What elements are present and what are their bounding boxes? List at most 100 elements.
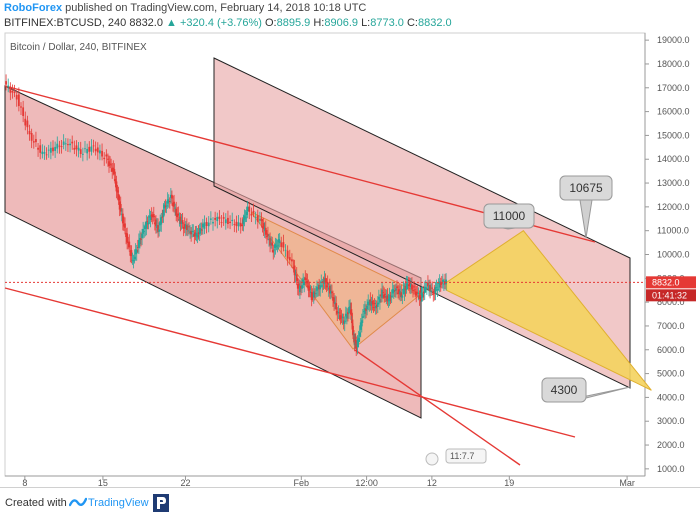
time-tick-label: Feb (294, 478, 310, 487)
candle-body (110, 164, 113, 166)
candle-body (360, 320, 363, 327)
candle-body (199, 229, 202, 231)
price-axis[interactable]: 19000.0 18000.0 17000.0 16000.0 15000.0 14000… (645, 35, 690, 474)
price-tick-label: 3000.0 (657, 416, 685, 426)
candle-body (399, 291, 402, 295)
candle-body (380, 294, 382, 297)
candle-body (24, 118, 27, 126)
candle-body (261, 226, 264, 229)
candle-body (259, 219, 261, 221)
candle-body (344, 313, 347, 317)
author-link[interactable]: RoboForex (4, 2, 63, 14)
candle-body (270, 243, 273, 245)
candle-body (192, 231, 195, 233)
candle-body (157, 225, 159, 232)
candle-body (90, 146, 93, 152)
candle-body (177, 213, 180, 216)
candle-body (111, 168, 114, 172)
candle-body (160, 217, 163, 225)
price-tick-label: 18000.0 (657, 59, 690, 69)
candle-body (328, 285, 331, 294)
candle-body (163, 204, 166, 209)
candle-body (195, 233, 198, 237)
candle-body (364, 308, 366, 314)
candle-body (200, 229, 203, 231)
candle-body (402, 288, 405, 291)
candle-body (149, 215, 152, 220)
candle-body (244, 217, 247, 219)
candle-body (105, 154, 108, 157)
candle-body (189, 231, 191, 233)
candle-body (133, 256, 136, 260)
publish-info: RoboForex published on TradingView.com, … (4, 2, 366, 14)
candle-body (222, 217, 225, 219)
candle-body (407, 284, 410, 287)
candle-body (237, 222, 240, 227)
close-label: C: (406, 17, 418, 29)
price-chart[interactable]: Bitcoin / Dollar, 240, BITFINEX 19000.01… (0, 0, 700, 487)
candle-body (137, 239, 140, 248)
high-label: H: (313, 17, 325, 29)
candle-body (54, 146, 57, 151)
candle-body (260, 218, 263, 222)
candle-body (22, 107, 25, 116)
candle-body (342, 320, 345, 324)
candle-body (437, 283, 440, 284)
candle-body (441, 279, 444, 283)
tradingview-brand-link[interactable]: TradingView (88, 497, 149, 509)
time-tick-label: 12 (427, 478, 437, 487)
candle-body (356, 338, 359, 348)
candle-body (212, 221, 214, 224)
candle-body (147, 222, 150, 225)
candle-body (404, 286, 407, 290)
price-tag (646, 276, 696, 289)
candle-body (417, 293, 420, 294)
candle-body (268, 239, 270, 240)
candle-body (408, 282, 411, 287)
candle-body (420, 292, 423, 295)
price-tag-label: 8832.0 (652, 277, 680, 287)
candle-body (143, 231, 146, 232)
candle-body (386, 295, 389, 302)
price-tick-label: 4000.0 (657, 392, 685, 402)
candle-body (96, 147, 99, 153)
candle-body (242, 219, 245, 225)
candle-body (254, 216, 257, 218)
candle-body (86, 148, 89, 154)
candle-body (383, 294, 386, 298)
callout-label: 10675 (569, 181, 603, 195)
candle-body (214, 217, 217, 220)
candle-body (355, 346, 358, 349)
time-tick-label: 12:00 (355, 478, 378, 487)
high-value: 8906.9 (324, 17, 358, 29)
candle-body (431, 287, 434, 289)
candle-body (71, 141, 74, 144)
candle-body (64, 143, 67, 145)
candle-body (131, 259, 134, 261)
candle-body (267, 234, 269, 236)
price-tick-label: 12000.0 (657, 202, 690, 212)
candle-body (178, 219, 181, 221)
candle-body (370, 301, 373, 306)
candle-body (148, 215, 151, 218)
candle-body (132, 260, 135, 262)
symbol-label[interactable]: BITFINEX:BTCUSD, 240 (4, 17, 127, 29)
candle-body (145, 221, 148, 229)
time-axis[interactable]: 8 15 22 Feb 12:00 12 19 Mar (22, 476, 635, 487)
candle-body (130, 250, 133, 257)
event-marker[interactable]: 11:7.7 (425, 448, 487, 466)
candle-body (317, 287, 319, 290)
candle-body (246, 206, 249, 212)
candle-body (188, 226, 190, 228)
candle-body (203, 222, 206, 229)
candle-body (351, 319, 354, 330)
candle-body (306, 280, 309, 284)
candle-body (135, 249, 138, 254)
candle-body (438, 281, 441, 288)
candle-body (432, 293, 435, 295)
candle-body (174, 207, 177, 209)
candle-body (241, 224, 244, 226)
candle-body (161, 216, 164, 218)
candle-body (250, 213, 253, 216)
candle-body (150, 214, 153, 217)
